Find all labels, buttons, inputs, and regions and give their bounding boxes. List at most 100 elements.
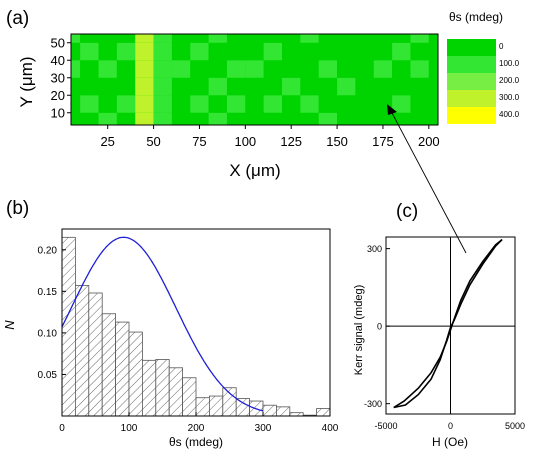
connector-arrow — [387, 104, 467, 254]
heatmap-cell — [171, 112, 191, 125]
colorbar: 0 100.0 200.0 300.0 400.0 — [447, 39, 520, 124]
heatmap-cell — [428, 34, 438, 43]
connector-arrow-line — [390, 110, 467, 254]
hysteresis-y-tick-label: -300 — [364, 399, 382, 409]
colorbar-swatch — [447, 73, 496, 90]
heatmap-cell — [71, 60, 81, 78]
histogram-x-tick-label: 200 — [188, 423, 205, 434]
heatmap-cell — [428, 42, 438, 61]
histogram-bar — [275, 406, 291, 417]
heatmap-cell — [153, 112, 172, 125]
heatmap-cell — [428, 77, 438, 96]
colorbar-level-label: 200.0 — [499, 76, 520, 85]
heatmap-cell — [300, 42, 319, 61]
histogram-x-ticks: 0 100 200 300 400 — [59, 412, 339, 434]
histogram-x-axis-label: θs (mdeg) — [169, 435, 223, 449]
histogram-y-tick-label: 0.15 — [38, 287, 58, 298]
heatmap-x-ticks: 25 50 75 100 125 150 175 200 — [100, 125, 440, 149]
heatmap-cell — [98, 60, 117, 78]
heatmap-x-tick-label: 125 — [280, 134, 302, 149]
heatmap-cell — [171, 77, 191, 96]
heatmap-cell — [282, 112, 301, 125]
heatmap-cell — [190, 95, 209, 113]
histogram-y-ticks: 0.05 0.10 0.15 0.20 — [38, 245, 66, 381]
heatmap-cell — [355, 42, 374, 61]
histogram-bars — [61, 236, 331, 417]
heatmap-cell — [337, 112, 356, 125]
hysteresis-y-tick-label: 300 — [367, 244, 382, 254]
heatmap-cell — [226, 34, 246, 43]
heatmap-cell — [80, 42, 99, 61]
heatmap-cell — [171, 34, 191, 43]
heatmap-cell — [71, 112, 81, 125]
hysteresis-x-ticks: -5000 0 5000 — [374, 410, 525, 431]
histogram-bar — [75, 285, 90, 417]
histogram-bar — [115, 321, 130, 417]
heatmap-y-tick-label: 20 — [51, 88, 65, 103]
heatmap-cell — [410, 112, 429, 125]
heatmap-cell — [300, 77, 319, 96]
heatmap-cell — [98, 42, 117, 61]
hysteresis-loop — [393, 238, 503, 409]
heatmap-cell — [392, 34, 411, 43]
hysteresis-x-tick-label: 0 — [448, 421, 453, 431]
heatmap-cell — [318, 42, 338, 61]
heatmap-cell — [392, 60, 411, 78]
heatmap-cell — [226, 95, 246, 113]
heatmap-cells — [71, 34, 438, 125]
heatmap-y-tick-label: 30 — [51, 70, 65, 85]
heatmap-cell — [245, 95, 264, 113]
heatmap-cell — [71, 77, 81, 96]
histogram-x-tick-label: 300 — [255, 423, 272, 434]
heatmap-cell — [428, 95, 438, 113]
heatmap-cell — [208, 112, 227, 125]
heatmap-cell — [263, 34, 283, 43]
heatmap-y-tick-label: 50 — [51, 35, 65, 50]
heatmap-cell — [392, 42, 411, 61]
heatmap-cell — [300, 34, 319, 43]
heatmap-cell — [190, 112, 209, 125]
heatmap-cell — [208, 95, 227, 113]
heatmap-cell — [208, 34, 227, 43]
hysteresis-y-ticks: -300 0 300 — [364, 244, 390, 409]
histogram-bar — [316, 408, 331, 417]
colorbar-swatch — [447, 107, 496, 124]
heatmap-x-tick-label: 200 — [418, 134, 440, 149]
heatmap-cell — [80, 112, 99, 125]
heatmap-cell — [116, 60, 136, 78]
heatmap-x-tick-label: 150 — [326, 134, 348, 149]
heatmap-cell — [282, 34, 301, 43]
hysteresis-x-tick-label: 5000 — [505, 421, 525, 431]
heatmap-cell — [410, 34, 429, 43]
heatmap-cell — [171, 95, 191, 113]
colorbar-level-label: 100.0 — [499, 59, 520, 68]
heatmap-cell — [428, 112, 438, 125]
colorbar-level-label: 300.0 — [499, 93, 520, 102]
heatmap-cell — [263, 60, 283, 78]
heatmap-cell — [355, 77, 374, 96]
heatmap-cell — [318, 60, 338, 78]
heatmap-cell — [410, 95, 429, 113]
heatmap-x-tick-label: 25 — [100, 134, 114, 149]
heatmap-cell — [226, 77, 246, 96]
heatmap-cell — [245, 42, 264, 61]
heatmap-cell — [373, 34, 393, 43]
heatmap-cell — [226, 60, 246, 78]
heatmap-cell — [153, 95, 172, 113]
heatmap-cell — [71, 95, 81, 113]
heatmap-cell — [116, 42, 136, 61]
heatmap-cell — [263, 112, 283, 125]
heatmap-cell — [71, 42, 81, 61]
heatmap-cell — [282, 77, 301, 96]
heatmap-cell — [116, 34, 136, 43]
heatmap-cell — [355, 34, 374, 43]
histogram-x-tick-label: 0 — [59, 423, 65, 434]
histogram-bar — [235, 398, 250, 417]
heatmap-cell — [355, 95, 374, 113]
heatmap-cell — [171, 42, 191, 61]
heatmap-frame — [70, 33, 439, 126]
heatmap-cell — [410, 60, 429, 78]
heatmap-cell — [98, 34, 117, 43]
